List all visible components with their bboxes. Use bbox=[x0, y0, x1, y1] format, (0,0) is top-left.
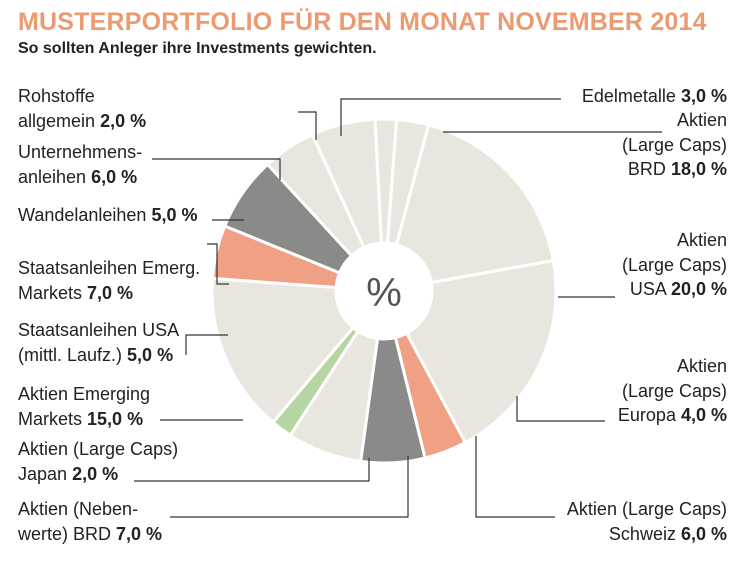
leader-line bbox=[207, 243, 229, 285]
slice-value-label: 20,0 % bbox=[670, 279, 727, 299]
slice-label-text: Aktien Emerging bbox=[18, 384, 151, 404]
slice-value-label: 6,0 % bbox=[91, 166, 138, 187]
slice-label-text: Staatsanleihen USA bbox=[18, 320, 180, 340]
slice-label-line: Aktien (Neben- bbox=[18, 497, 162, 522]
slice-label-text: (Large Caps) bbox=[621, 254, 727, 275]
slice-label-line: (Large Caps) bbox=[622, 133, 727, 158]
slice-value-label: 18,0 % bbox=[670, 159, 727, 179]
slice-value-label: 15,0 % bbox=[87, 408, 144, 429]
slice-label: Staatsanleihen Emerg. Markets 7,0 % bbox=[18, 256, 200, 305]
slice-value-label: 7,0 % bbox=[87, 282, 134, 303]
slice-label-text: Staatsanleihen Emerg. bbox=[18, 258, 201, 278]
slice-label-line: Aktien (Large Caps) bbox=[18, 437, 178, 462]
slice-value-label: 2,0 % bbox=[72, 463, 119, 484]
slice-label-line: (Large Caps) bbox=[618, 379, 727, 404]
slice-label: Wandelanleihen 5,0 % bbox=[18, 203, 197, 228]
leader-line bbox=[152, 158, 281, 180]
slice-label: Aktien (Large Caps) USA 20,0 % bbox=[622, 228, 727, 302]
slice-label-text: Europa bbox=[617, 405, 676, 425]
chart-title: MUSTERPORTFOLIO FÜR DEN MONAT NOVEMBER 2… bbox=[18, 8, 707, 36]
leader-line bbox=[340, 98, 561, 136]
slice-label-text: Aktien (Neben- bbox=[18, 499, 139, 519]
slice-label-line: Staatsanleihen Emerg. bbox=[18, 256, 200, 281]
slice-label-line: (mittl. Laufz.) 5,0 % bbox=[18, 343, 179, 368]
leader-lines bbox=[134, 98, 662, 518]
slice-label: Aktien (Large Caps) Europa 4,0 % bbox=[618, 354, 727, 428]
slice-value-label: 4,0 % bbox=[680, 405, 727, 425]
slice-value-label: 5,0 % bbox=[127, 344, 174, 365]
slice-label-line: Aktien bbox=[618, 354, 727, 379]
slice-label: Aktien Emerging Markets 15,0 % bbox=[18, 382, 150, 431]
slice-label-line: BRD 18,0 % bbox=[622, 157, 727, 182]
slice-label-line: Aktien Emerging bbox=[18, 382, 150, 407]
slice-value-label: 2,0 % bbox=[100, 110, 147, 131]
slice-label-line: Japan 2,0 % bbox=[18, 462, 178, 487]
slice-label-line: Rohstoffe bbox=[18, 84, 146, 109]
pie-center-label: % bbox=[366, 271, 402, 315]
slice-label: Aktien (Neben-werte) BRD 7,0 % bbox=[18, 497, 162, 546]
slice-label-line: Unternehmens- bbox=[18, 140, 142, 165]
slice-label-line: Schweiz 6,0 % bbox=[567, 522, 727, 547]
slice-label-text: Markets bbox=[18, 408, 83, 429]
slice-label-text: USA bbox=[629, 279, 666, 299]
pie-center-hole bbox=[336, 243, 432, 339]
leader-line bbox=[134, 458, 370, 482]
slice-label-text: allgemein bbox=[18, 110, 96, 131]
slice-value-label: 5,0 % bbox=[151, 205, 198, 225]
slice-label-line: allgemein 2,0 % bbox=[18, 109, 146, 134]
slice-label-text: (mittl. Laufz.) bbox=[18, 344, 123, 365]
slice-label-line: USA 20,0 % bbox=[622, 277, 727, 302]
slice-label-text: Japan bbox=[18, 463, 68, 484]
slice-label-text: werte) BRD bbox=[18, 523, 112, 544]
chart-subtitle: So sollten Anleger ihre Investments gewi… bbox=[18, 40, 377, 57]
slice-label-text: Unternehmens- bbox=[18, 142, 143, 162]
slice-label-line: Staatsanleihen USA bbox=[18, 318, 179, 343]
slice-label: Staatsanleihen USA (mittl. Laufz.) 5,0 % bbox=[18, 318, 179, 367]
slice-value-label: 3,0 % bbox=[680, 86, 727, 106]
slice-label-text: Rohstoffe bbox=[18, 86, 95, 106]
slice-label-line: anleihen 6,0 % bbox=[18, 165, 142, 190]
slice-label-text: Wandelanleihen bbox=[18, 205, 147, 225]
slice-label-line: werte) BRD 7,0 % bbox=[18, 522, 162, 547]
slice-label-text: Aktien bbox=[676, 356, 727, 376]
slice-label-text: Aktien (Large Caps) bbox=[18, 439, 179, 459]
slice-label-text: anleihen bbox=[18, 166, 87, 187]
slice-label-line: Edelmetalle 3,0 % bbox=[582, 84, 727, 109]
slice-label-line: Aktien (Large Caps) bbox=[567, 497, 727, 522]
slice-value-label: 7,0 % bbox=[116, 523, 163, 544]
slice-label-line: Aktien bbox=[622, 108, 727, 133]
slice-label-line: Markets 7,0 % bbox=[18, 281, 200, 306]
slice-label-text: Schweiz bbox=[608, 523, 676, 544]
slice-value-label: 6,0 % bbox=[680, 523, 727, 544]
slice-label-text: (Large Caps) bbox=[621, 380, 727, 401]
slice-label: Edelmetalle 3,0 % bbox=[582, 84, 727, 109]
slice-label-line: Aktien bbox=[622, 228, 727, 253]
slice-label-text: Markets bbox=[18, 282, 83, 303]
slice-label-text: Aktien bbox=[676, 230, 727, 250]
slice-label-text: Aktien bbox=[676, 110, 727, 130]
leader-line bbox=[298, 111, 317, 140]
leader-line bbox=[516, 396, 605, 422]
slice-label-line: Markets 15,0 % bbox=[18, 407, 150, 432]
slice-label-line: Europa 4,0 % bbox=[618, 403, 727, 428]
slice-label-text: Edelmetalle bbox=[581, 86, 676, 106]
leader-line bbox=[185, 334, 228, 355]
slice-label-text: Aktien (Large Caps) bbox=[566, 499, 727, 519]
slice-label-text: BRD bbox=[627, 159, 666, 179]
slice-label: Unternehmens-anleihen 6,0 % bbox=[18, 140, 142, 189]
slice-label-text: (Large Caps) bbox=[621, 134, 727, 155]
leader-line bbox=[170, 456, 409, 518]
slice-label: Aktien (Large Caps) Japan 2,0 % bbox=[18, 437, 178, 486]
slice-label-line: (Large Caps) bbox=[622, 253, 727, 278]
slice-label: Rohstoffe allgemein 2,0 % bbox=[18, 84, 146, 133]
slice-label-line: Wandelanleihen 5,0 % bbox=[18, 203, 197, 228]
slice-label: Aktien (Large Caps) BRD 18,0 % bbox=[622, 108, 727, 182]
slice-label: Aktien (Large Caps) Schweiz 6,0 % bbox=[567, 497, 727, 546]
leader-line bbox=[475, 436, 555, 518]
